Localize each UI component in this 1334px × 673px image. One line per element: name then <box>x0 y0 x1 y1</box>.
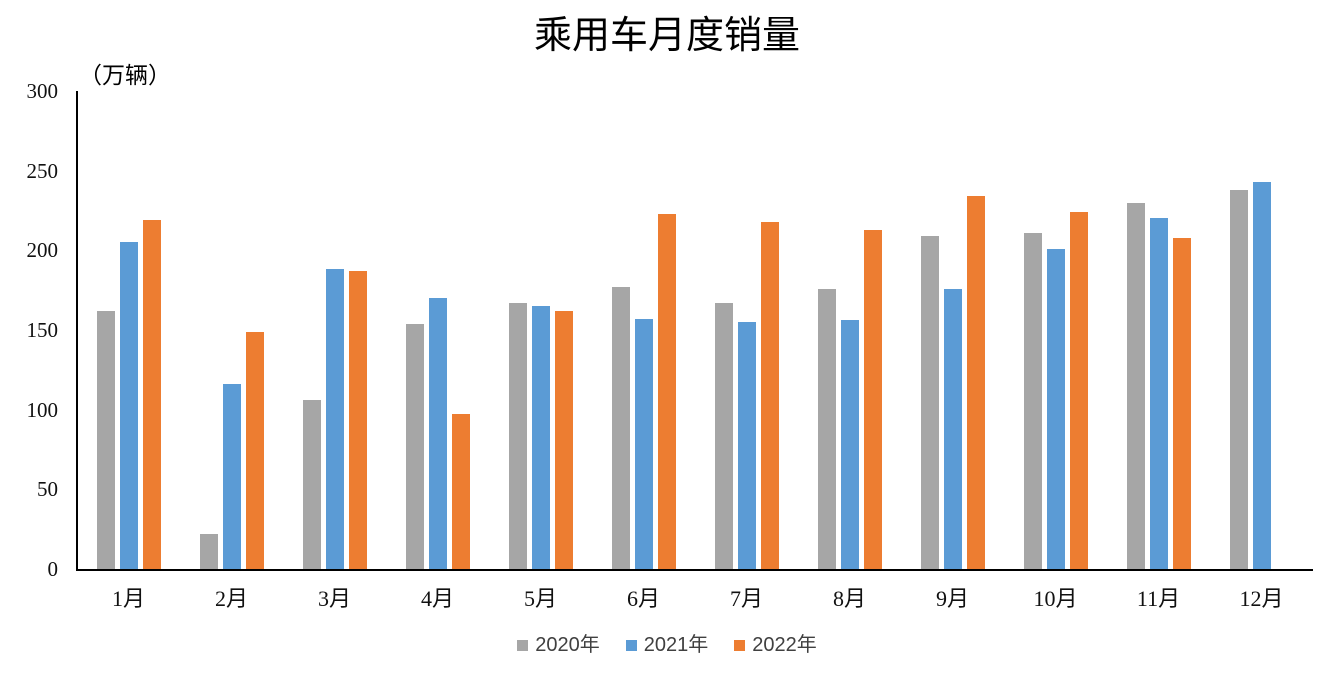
bar-2022年-6月 <box>658 214 676 569</box>
legend-swatch-icon <box>734 639 746 651</box>
bar-2021年-11月 <box>1150 218 1168 569</box>
legend-label: 2020年 <box>535 634 600 656</box>
x-tick-label: 3月 <box>317 586 351 611</box>
bar-2021年-5月 <box>532 306 550 569</box>
bar-2021年-1月 <box>120 242 138 569</box>
bar-2020年-5月 <box>509 303 527 569</box>
bar-2021年-9月 <box>944 289 962 569</box>
legend-item-2022年: 2022年 <box>734 635 817 655</box>
x-tick-label: 4月 <box>420 586 454 611</box>
bar-2022年-7月 <box>761 222 779 569</box>
bar-2020年-3月 <box>303 400 321 569</box>
legend-item-2020年: 2020年 <box>517 635 600 655</box>
x-tick-label: 8月 <box>832 586 866 611</box>
legend-swatch-icon <box>517 639 529 651</box>
bar-2022年-5月 <box>555 311 573 569</box>
x-tick-label: 7月 <box>729 586 763 611</box>
bar-2021年-4月 <box>429 298 447 569</box>
y-tick-label: 200 <box>26 238 59 262</box>
x-tick-label: 11月 <box>1136 586 1181 611</box>
bar-2020年-2月 <box>200 534 218 569</box>
bar-2022年-2月 <box>246 332 264 569</box>
bar-2020年-11月 <box>1127 203 1145 569</box>
bar-2021年-3月 <box>326 269 344 569</box>
bar-2021年-10月 <box>1047 249 1065 569</box>
bar-2021年-7月 <box>738 322 756 569</box>
bar-2020年-6月 <box>612 287 630 569</box>
bar-2021年-2月 <box>223 384 241 569</box>
x-tick-label: 6月 <box>626 586 660 611</box>
y-tick-label: 300 <box>26 79 59 103</box>
bar-2022年-4月 <box>452 414 470 569</box>
y-tick-label: 150 <box>26 318 59 342</box>
y-axis-line <box>76 91 78 571</box>
y-tick-label: 100 <box>26 398 59 422</box>
bar-2022年-9月 <box>967 196 985 569</box>
x-tick-label: 2月 <box>214 586 248 611</box>
y-axis-unit-label: （万辆） <box>79 63 171 88</box>
x-tick-label: 10月 <box>1033 586 1078 611</box>
x-axis-line <box>76 569 1313 571</box>
bar-2021年-6月 <box>635 319 653 569</box>
y-tick-label: 250 <box>26 159 59 183</box>
bar-2020年-12月 <box>1230 190 1248 569</box>
chart-legend: 2020年 2021年 2022年 <box>0 631 1334 659</box>
legend-label: 2021年 <box>643 634 709 656</box>
x-tick-label: 9月 <box>935 586 969 611</box>
bar-2021年-12月 <box>1253 182 1271 569</box>
bar-2020年-4月 <box>406 324 424 569</box>
y-tick-label: 0 <box>47 557 59 581</box>
x-tick-label: 1月 <box>111 586 145 611</box>
bar-2020年-1月 <box>97 311 115 569</box>
chart-title: 乘用车月度销量 <box>533 15 800 57</box>
legend-item-2021年: 2021年 <box>625 634 709 656</box>
bar-2022年-3月 <box>349 271 367 569</box>
bar-2020年-10月 <box>1024 233 1042 569</box>
legend-swatch-icon <box>625 639 637 651</box>
bar-2020年-7月 <box>715 303 733 569</box>
x-tick-label: 5月 <box>523 586 557 611</box>
y-tick-label: 50 <box>37 477 58 501</box>
bar-2022年-11月 <box>1173 238 1191 569</box>
x-tick-label: 12月 <box>1239 586 1284 611</box>
bar-2022年-1月 <box>143 220 161 569</box>
bar-2022年-8月 <box>864 230 882 569</box>
legend-label: 2022年 <box>752 634 817 656</box>
bar-2021年-8月 <box>841 320 859 569</box>
bar-2020年-8月 <box>818 289 836 569</box>
bar-2022年-10月 <box>1070 212 1088 569</box>
bar-2020年-9月 <box>921 236 939 569</box>
